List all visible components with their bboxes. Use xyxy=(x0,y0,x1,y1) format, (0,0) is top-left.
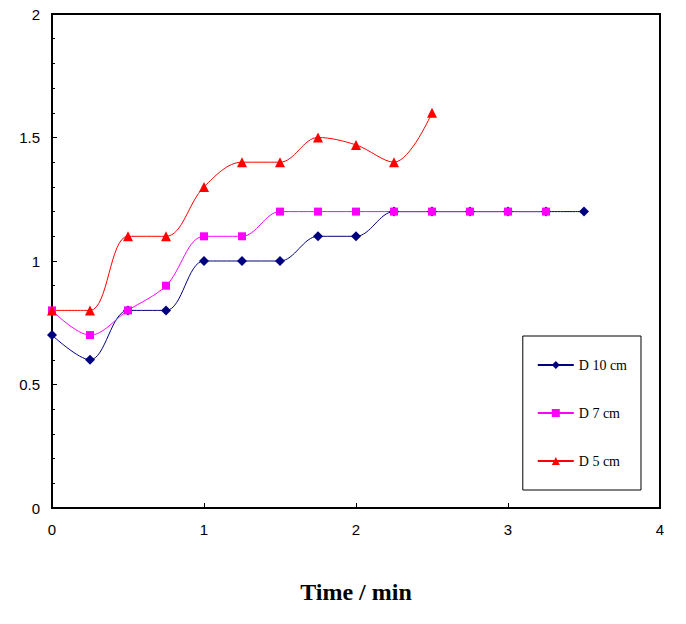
svg-text:1: 1 xyxy=(32,253,40,270)
svg-text:D 10 cm: D 10 cm xyxy=(579,358,627,373)
svg-text:2: 2 xyxy=(32,6,40,23)
svg-text:4: 4 xyxy=(656,521,664,538)
svg-text:0: 0 xyxy=(32,500,40,517)
svg-text:3: 3 xyxy=(504,521,512,538)
svg-text:0.5: 0.5 xyxy=(19,376,40,393)
svg-text:0: 0 xyxy=(48,521,56,538)
svg-text:1: 1 xyxy=(200,521,208,538)
svg-text:Time / min: Time / min xyxy=(300,579,412,605)
svg-text:2: 2 xyxy=(352,521,360,538)
svg-text:D 5 cm: D 5 cm xyxy=(579,454,620,469)
svg-text:1.5: 1.5 xyxy=(19,129,40,146)
svg-text:D 7 cm: D 7 cm xyxy=(579,406,620,421)
